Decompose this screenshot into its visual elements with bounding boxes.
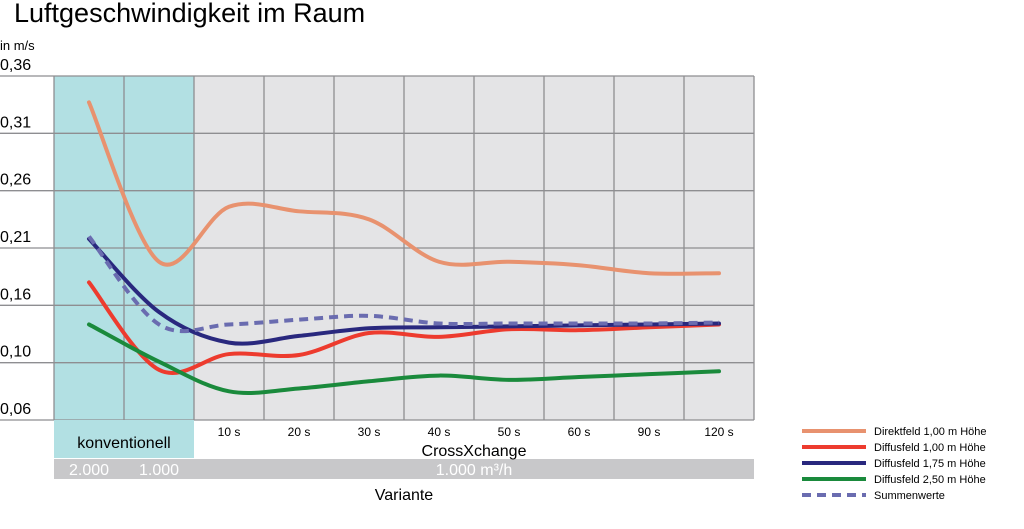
x-axis-title: Variante bbox=[375, 487, 434, 504]
y-tick-label: 0,10 bbox=[0, 344, 31, 361]
group-label-crossxchange: CrossXchange bbox=[422, 443, 527, 460]
y-tick-label: 0,16 bbox=[0, 286, 31, 303]
x-tick-label: 1.000 bbox=[139, 462, 179, 479]
x-axis-bands: konventionell CrossXchange 2.000 1.000 10 s 2… bbox=[54, 420, 754, 504]
x-tick-label: 30 s bbox=[358, 425, 381, 439]
series-line-3 bbox=[87, 236, 721, 346]
chart-legend: Direktfeld 1,00 m Höhe Diffusfeld 1,00 m … bbox=[802, 426, 987, 502]
y-tick-label: 0,06 bbox=[0, 401, 31, 418]
series-line-5 bbox=[87, 235, 720, 334]
legend-entry: Diffusfeld 2,50 m Höhe bbox=[874, 474, 986, 486]
y-tick-label: 0,31 bbox=[0, 114, 31, 131]
grid-lines bbox=[0, 75, 755, 421]
y-tick-label: 0,36 bbox=[0, 57, 31, 74]
x-tick-label: 20 s bbox=[288, 425, 311, 439]
y-tick-label: 0,21 bbox=[0, 229, 31, 246]
x-tick-label: 50 s bbox=[498, 425, 521, 439]
series-lines bbox=[87, 100, 721, 395]
flow-label: 1.000 m³/h bbox=[436, 462, 512, 479]
x-tick-label: 60 s bbox=[568, 425, 591, 439]
konventionell-band bbox=[54, 420, 194, 458]
legend-entry: Diffusfeld 1,00 m Höhe bbox=[874, 442, 986, 454]
x-tick-label: 10 s bbox=[218, 425, 241, 439]
flow-band bbox=[54, 459, 754, 479]
y-axis-unit-label: in m/s bbox=[0, 38, 35, 53]
chart-title: Luftgeschwindigkeit im Raum bbox=[14, 0, 365, 28]
x-tick-label: 40 s bbox=[428, 425, 451, 439]
y-tick-label: 0,26 bbox=[0, 172, 31, 189]
series-line-1 bbox=[87, 100, 721, 276]
legend-entry: Diffusfeld 1,75 m Höhe bbox=[874, 458, 986, 470]
y-tick-labels: 0,06 0,10 0,16 0,21 0,26 0,31 0,36 bbox=[0, 57, 31, 418]
legend-entry: Direktfeld 1,00 m Höhe bbox=[874, 426, 987, 438]
series-line-4 bbox=[87, 322, 721, 395]
x-tick-label: 2.000 bbox=[69, 462, 109, 479]
x-tick-label: 90 s bbox=[638, 425, 661, 439]
x-tick-label: 120 s bbox=[704, 425, 733, 439]
legend-entry: Summenwerte bbox=[874, 490, 945, 502]
group-label-konventionell: konventionell bbox=[77, 435, 170, 452]
